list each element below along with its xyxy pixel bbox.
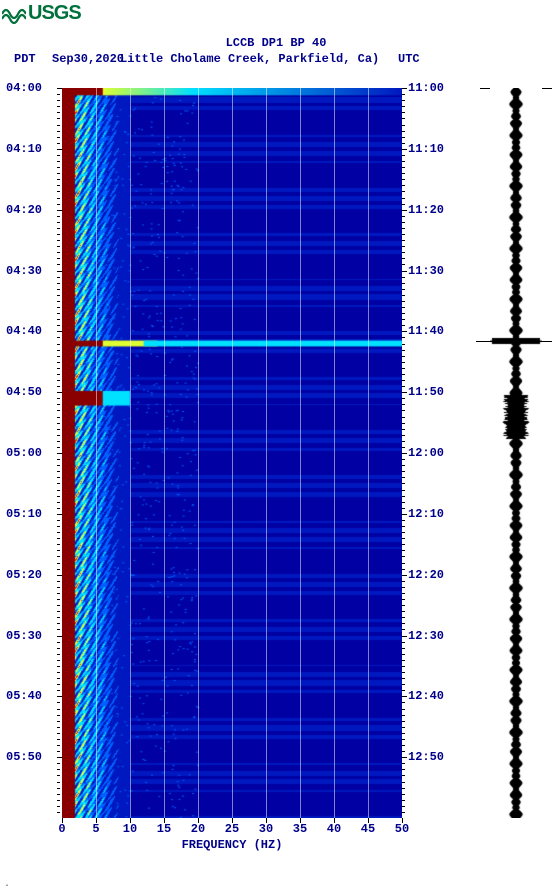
y-right-ticks [402,88,407,818]
plot-title: LCCB DP1 BP 40 [0,36,552,50]
usgs-logo-text: USGS [28,2,81,25]
spectrogram-plot [62,88,402,818]
waveform-spike-rule [476,341,552,342]
tz-left-label: PDT [14,52,36,66]
plot-date: Sep30,2020 [52,52,124,66]
y-left-ticks [57,88,62,818]
x-axis-title: FREQUENCY (HZ) [0,838,464,852]
plot-location: Little Cholame Creek, Parkfield, Ca) [120,52,379,66]
x-axis-labels: 05101520253035404550 [62,822,402,836]
y-right-labels: 11:0011:1011:2011:3011:4011:5012:0012:10… [408,88,458,818]
footer-mark: . [4,878,10,889]
usgs-logo: USGS [2,2,81,25]
usgs-wave-icon [2,4,26,24]
tz-right-label: UTC [398,52,420,66]
y-left-labels: 04:0004:1004:2004:3004:4004:5005:0005:10… [6,88,56,818]
waveform-panel [490,88,542,818]
waveform-canvas [490,88,542,818]
